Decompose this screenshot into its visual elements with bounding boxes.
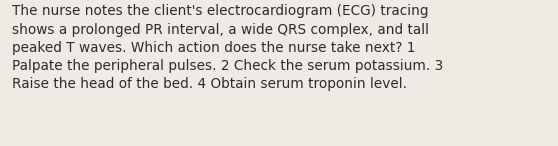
Text: The nurse notes the client's electrocardiogram (ECG) tracing
shows a prolonged P: The nurse notes the client's electrocard…	[12, 4, 444, 91]
